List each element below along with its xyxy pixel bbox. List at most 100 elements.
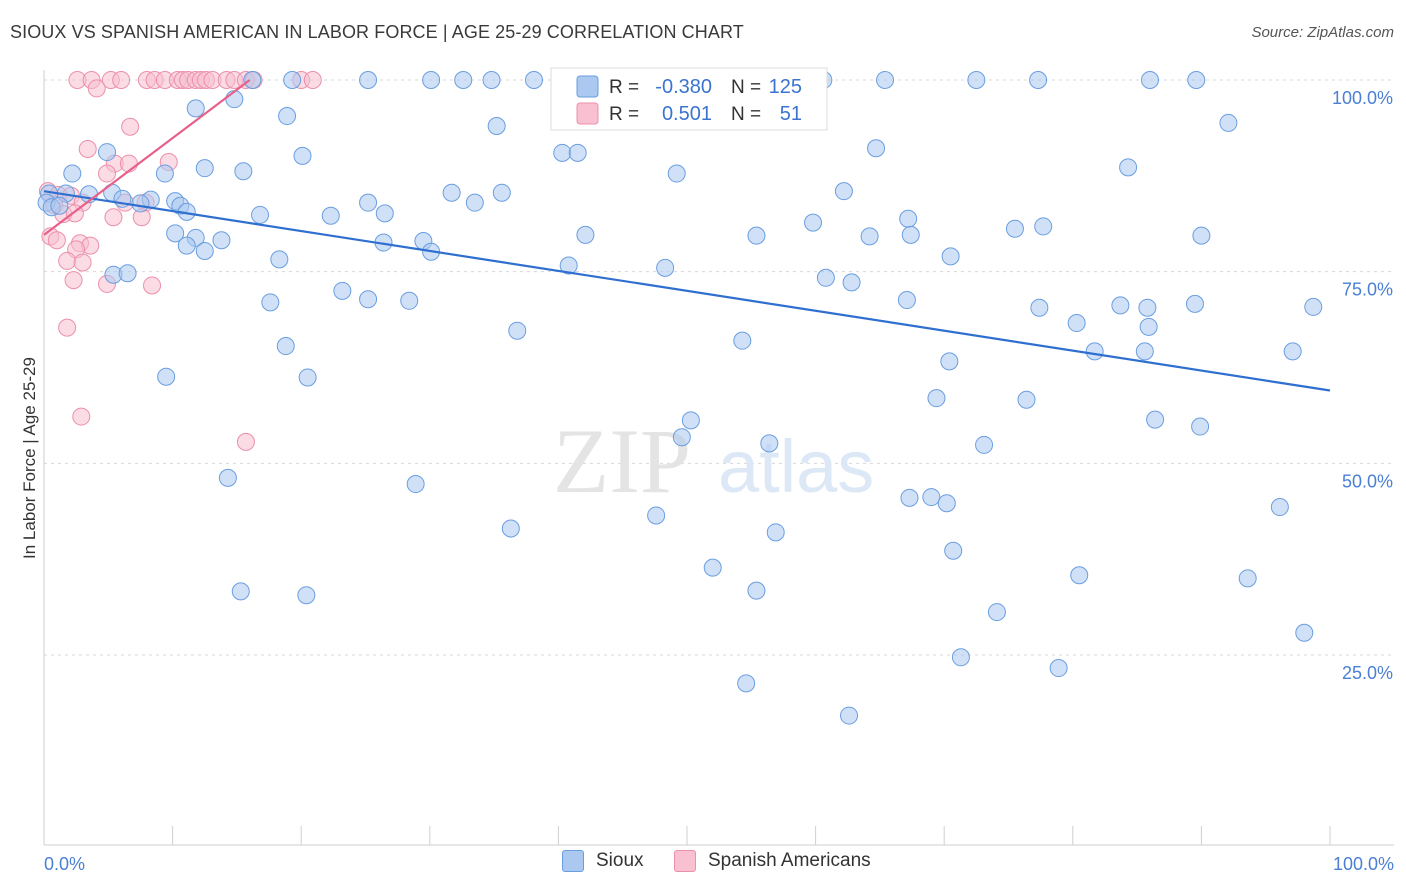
sioux-point [760, 434, 779, 453]
sioux-point [231, 582, 250, 601]
spanish-point [78, 140, 97, 158]
sioux-point [1185, 294, 1204, 313]
legend-label-spanish: Spanish Americans [708, 850, 871, 871]
spanish-point [64, 271, 83, 290]
legend-n-sioux: 125 [769, 76, 802, 98]
sioux-point [1138, 298, 1157, 317]
sioux-point [703, 558, 722, 577]
sioux-point [243, 71, 262, 89]
legend-n-label-spanish: N = [731, 104, 761, 125]
sioux-point [1146, 410, 1165, 429]
sioux-point [212, 231, 231, 250]
legend-r-spanish: 0.501 [662, 103, 712, 125]
legend-swatch-sioux-bottom [562, 850, 584, 872]
sioux-point [941, 247, 960, 266]
legend-n-label-sioux: N = [731, 77, 761, 98]
trend-lines [43, 79, 1331, 392]
sioux-point [359, 193, 378, 212]
sioux-point [975, 435, 994, 454]
chart-title: SIOUX VS SPANISH AMERICAN IN LABOR FORCE… [10, 22, 744, 42]
sioux-point [656, 258, 675, 277]
sioux-point [1283, 342, 1302, 361]
spanish-point [58, 318, 77, 337]
sioux-point [1049, 659, 1068, 678]
source-credit: Source: ZipAtlas.com [1251, 24, 1394, 41]
series-legend: Sioux Spanish Americans [0, 850, 1406, 880]
sioux-point [834, 182, 853, 201]
sioux-point [293, 146, 312, 165]
sioux-point [901, 225, 920, 244]
x-ticks [43, 826, 1331, 845]
sioux-point [131, 194, 150, 213]
sioux-point [867, 139, 886, 158]
sioux-point [1295, 623, 1314, 642]
spanish-point [112, 71, 131, 89]
sioux-point [900, 488, 919, 507]
sioux-point [681, 411, 700, 430]
y-tick-label-75: 75.0% [1342, 280, 1393, 300]
sioux-point [1192, 226, 1211, 245]
sioux-point [1140, 71, 1159, 89]
sioux-point [359, 290, 378, 309]
sioux-point [559, 256, 578, 275]
sioux-point [359, 71, 378, 89]
watermark-zip: ZIP [553, 410, 691, 512]
sioux-point [297, 586, 316, 605]
sioux-point [118, 264, 137, 283]
spanish-point [143, 276, 162, 295]
sioux-point [944, 541, 963, 560]
sioux-point [553, 143, 572, 162]
spanish-trend-line [43, 79, 251, 236]
sioux-point [804, 213, 823, 232]
sioux-points [37, 71, 1323, 725]
sioux-point [278, 107, 297, 126]
legend-r-label-spanish: R = [609, 104, 639, 125]
spanish-point [47, 231, 66, 250]
watermark-atlas: atlas [718, 425, 874, 508]
sioux-point [987, 603, 1006, 622]
sioux-point [406, 475, 425, 494]
sioux-point [50, 196, 69, 215]
sioux-point [442, 183, 461, 202]
sioux-point [1030, 298, 1049, 317]
watermark: ZIP atlas [553, 410, 874, 512]
y-tick-labels: 25.0% 50.0% 75.0% 100.0% [1332, 88, 1393, 683]
legend-n-spanish: 51 [780, 103, 802, 125]
spanish-point [72, 407, 91, 426]
y-tick-label-50: 50.0% [1342, 471, 1393, 491]
sioux-point [967, 71, 986, 89]
y-tick-label-100: 100.0% [1332, 88, 1393, 108]
sioux-point [1270, 498, 1289, 517]
sioux-point [1017, 390, 1036, 409]
x-tick-label-max: 100.0% [1333, 854, 1394, 874]
spanish-point [303, 71, 322, 89]
sioux-point [1005, 219, 1024, 238]
sioux-point [276, 337, 295, 356]
sioux-point [951, 648, 970, 667]
sioux-point [225, 90, 244, 109]
spanish-point [87, 79, 106, 98]
sioux-point [1029, 71, 1048, 89]
sioux-point [1067, 314, 1086, 333]
sioux-point [261, 293, 280, 312]
sioux-point [1085, 342, 1104, 361]
sioux-point [375, 204, 394, 223]
sioux-point [321, 206, 340, 225]
legend-swatch-spanish-bottom [674, 850, 696, 872]
sioux-point [922, 488, 941, 507]
sioux-point [747, 226, 766, 245]
spanish-point [73, 253, 92, 272]
sioux-point [422, 71, 441, 89]
sioux-point [937, 494, 956, 513]
sioux-point [1191, 417, 1210, 436]
sioux-point [940, 352, 959, 371]
sioux-point [842, 273, 861, 292]
sioux-point [157, 367, 176, 386]
sioux-point [333, 281, 352, 300]
stats-legend: R = -0.380 N = 125 R = 0.501 N = 51 [550, 67, 828, 131]
legend-item-spanish: Spanish Americans [674, 850, 871, 872]
legend-swatch-spanish [576, 102, 599, 125]
sioux-point [1070, 566, 1089, 585]
sioux-point [1219, 113, 1238, 132]
sioux-point [897, 291, 916, 310]
